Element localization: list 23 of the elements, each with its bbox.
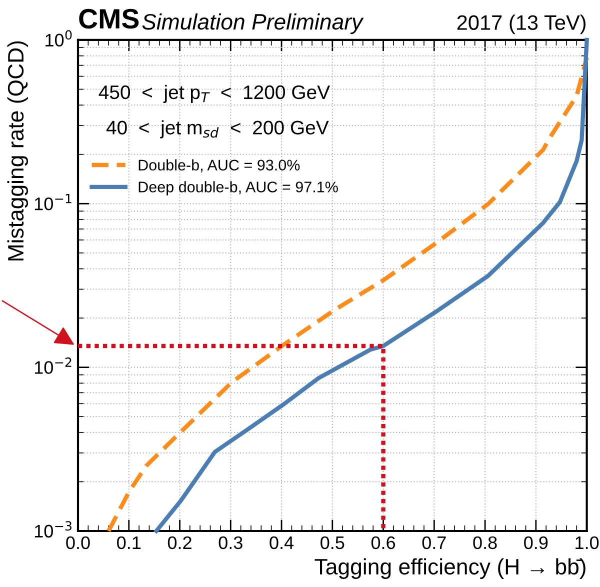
x-tick-label: 0.7 (422, 536, 446, 550)
y-tick-label: 10$^{0}$ (46, 30, 72, 47)
chart-subtitle: Simulation Preliminary (142, 13, 364, 34)
legend-label: Deep double-b, AUC = 97.1% (138, 181, 338, 196)
y-axis-title: Mistagging rate (QCD) (7, 41, 28, 260)
legend-label: Double-b, AUC = 93.0% (138, 159, 300, 172)
x-tick-label: 1.0 (576, 536, 599, 550)
x-tick-label: 0.8 (473, 536, 497, 550)
annotation: 40 < jet m$_{sd}$ < 200 GeV (106, 120, 329, 138)
chart-title: CMS (79, 8, 139, 29)
x-tick-label: 0.0 (66, 536, 90, 550)
x-tick-label: 0.4 (270, 536, 294, 550)
x-axis-title: Tagging efficiency (H → bb̄) (314, 558, 586, 579)
text: 2017 (13 TeV) (457, 14, 586, 34)
x-tick-label: 0.5 (320, 536, 344, 550)
x-tick-label: 0.1 (117, 536, 141, 550)
y-tick-label: 10$^{−2}$ (34, 357, 72, 374)
x-tick-label: 0.6 (371, 536, 396, 550)
x-tick-label: 0.3 (218, 536, 242, 550)
annotation: 450 < jet p$_{T}$ < 1200 GeV (98, 84, 330, 103)
x-tick-label: 0.9 (524, 536, 548, 550)
x-tick-label: 0.2 (168, 536, 192, 550)
y-tick-label: 10$^{−1}$ (34, 194, 72, 210)
